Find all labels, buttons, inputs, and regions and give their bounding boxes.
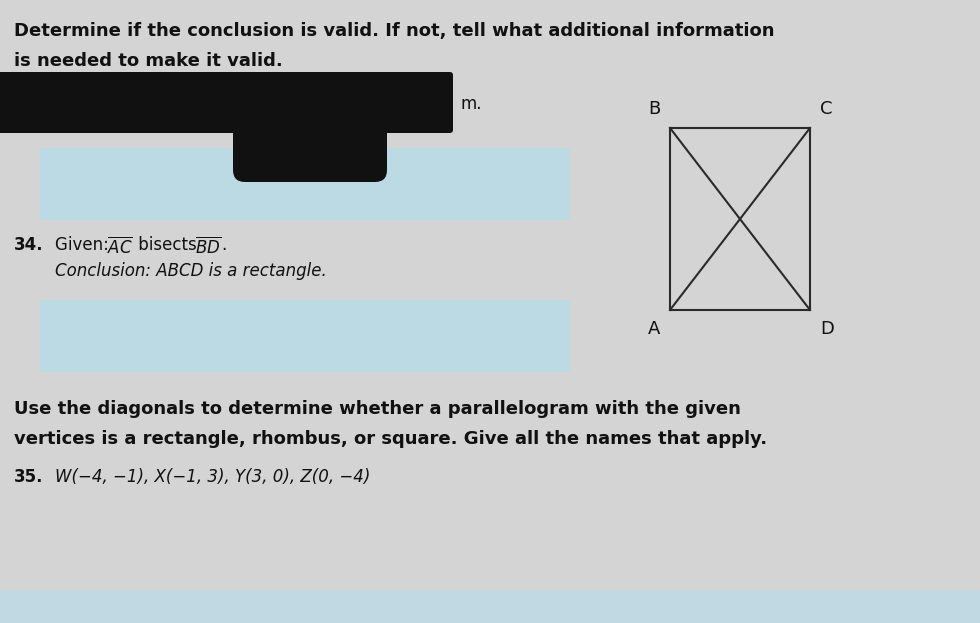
FancyBboxPatch shape xyxy=(0,72,453,133)
Text: $\overline{\mathit{BD}}$: $\overline{\mathit{BD}}$ xyxy=(195,236,221,257)
Text: W(−4, −1), X(−1, 3), Y(3, 0), Z(0, −4): W(−4, −1), X(−1, 3), Y(3, 0), Z(0, −4) xyxy=(55,468,370,486)
Text: $\overline{\mathit{AC}}$: $\overline{\mathit{AC}}$ xyxy=(107,236,133,257)
Text: 35.: 35. xyxy=(14,468,43,486)
Text: Use the diagonals to determine whether a parallelogram with the given: Use the diagonals to determine whether a… xyxy=(14,400,741,418)
Text: 34.: 34. xyxy=(14,236,44,254)
Text: A: A xyxy=(648,320,660,338)
Text: C: C xyxy=(820,100,832,118)
Text: .: . xyxy=(221,236,226,254)
Text: Given:: Given: xyxy=(55,236,114,254)
Text: m.: m. xyxy=(460,95,481,113)
Text: vertices is a rectangle, rhombus, or square. Give all the names that apply.: vertices is a rectangle, rhombus, or squ… xyxy=(14,430,767,448)
FancyBboxPatch shape xyxy=(0,590,980,623)
Text: B: B xyxy=(648,100,660,118)
FancyBboxPatch shape xyxy=(40,300,570,372)
Text: Determine if the conclusion is valid. If not, tell what additional information: Determine if the conclusion is valid. If… xyxy=(14,22,774,40)
FancyBboxPatch shape xyxy=(40,148,570,220)
Text: Conclusion: ABCD is a rectangle.: Conclusion: ABCD is a rectangle. xyxy=(55,262,326,280)
Text: bisects: bisects xyxy=(133,236,202,254)
Text: D: D xyxy=(820,320,834,338)
FancyBboxPatch shape xyxy=(233,103,387,182)
Text: is needed to make it valid.: is needed to make it valid. xyxy=(14,52,283,70)
